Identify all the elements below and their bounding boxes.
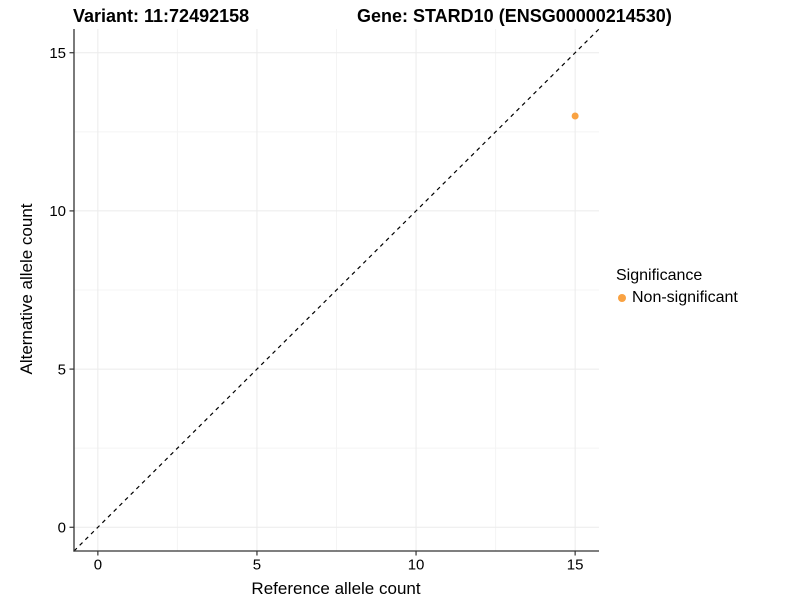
legend-entry: Non-significant <box>616 289 738 307</box>
y-tick-label: 10 <box>49 203 66 220</box>
x-axis-title: Reference allele count <box>251 579 421 598</box>
y-axis-title: Alternative allele count <box>17 203 36 375</box>
x-tick-label: 5 <box>253 556 261 573</box>
x-tick-label: 15 <box>567 556 584 573</box>
legend-point-swatch-icon <box>618 294 626 302</box>
plot-title-gene: Gene: STARD10 (ENSG00000214530) <box>357 6 672 26</box>
y-tick-label: 5 <box>58 361 66 378</box>
y-tick-label: 0 <box>58 519 66 536</box>
legend: Significance Non-significant <box>616 267 738 307</box>
legend-title: Significance <box>616 267 703 284</box>
data-point <box>571 112 579 120</box>
identity-dashed-line <box>73 28 600 552</box>
y-tick-label: 15 <box>49 45 66 62</box>
x-tick-label: 0 <box>94 556 102 573</box>
plot-title-variant: Variant: 11:72492158 <box>73 6 250 26</box>
x-tick-label: 10 <box>408 556 425 573</box>
legend-entry-label: Non-significant <box>632 289 738 306</box>
